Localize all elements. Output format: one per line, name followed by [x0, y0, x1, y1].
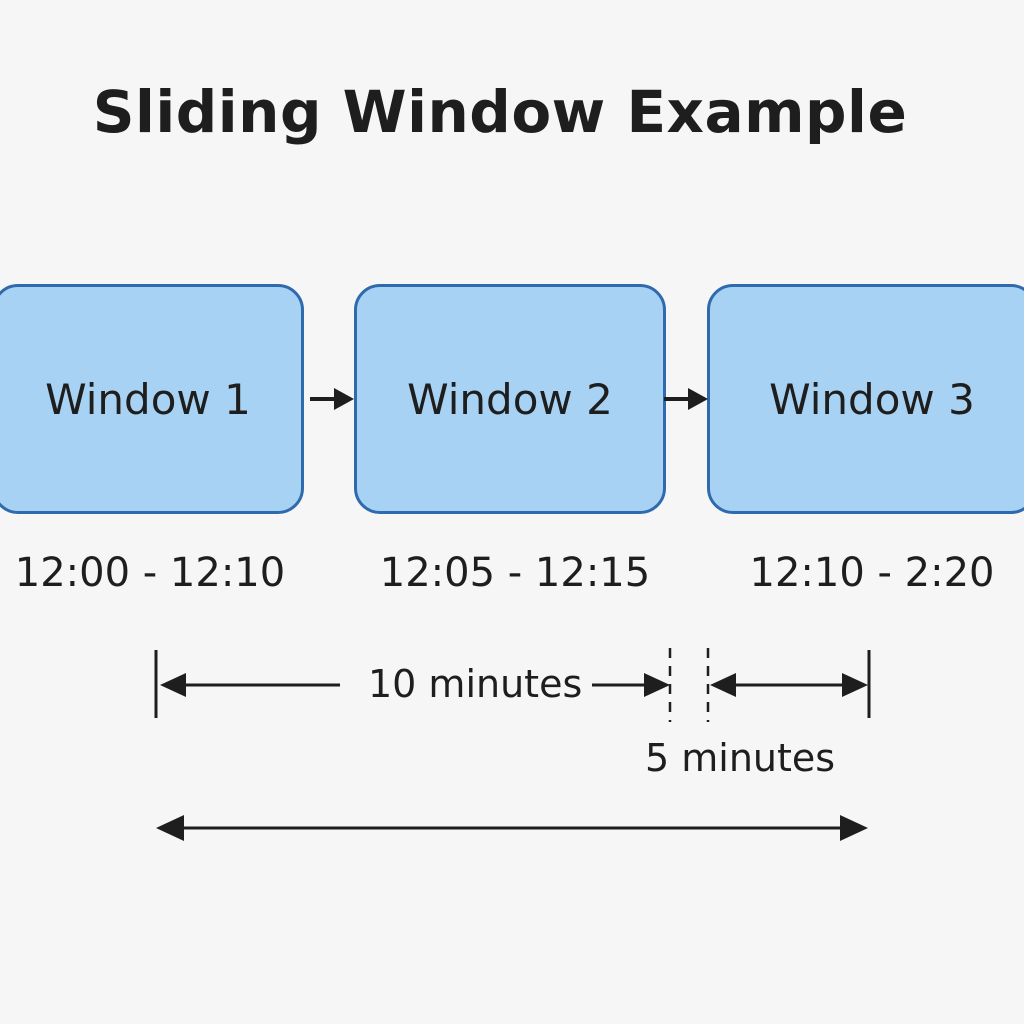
window-size-label: 10 minutes — [360, 662, 591, 706]
arrow-window2-to-window3 — [664, 388, 708, 410]
diagram-title: Sliding Window Example — [92, 78, 908, 146]
window-label-3: Window 3 — [769, 374, 975, 424]
time-range-3: 12:10 - 2:20 — [749, 550, 995, 596]
window-label-1: Window 1 — [45, 374, 251, 424]
time-range-1: 12:00 - 12:10 — [14, 550, 286, 596]
total-span-arrow — [156, 815, 868, 841]
arrow-window1-to-window2 — [310, 388, 354, 410]
window-size-dimension — [154, 650, 670, 718]
window-box-1: Window 1 — [0, 284, 304, 514]
window-label-2: Window 2 — [407, 374, 613, 424]
time-range-2: 12:05 - 12:15 — [379, 550, 651, 596]
slide-dimension — [710, 650, 871, 718]
slide-label: 5 minutes — [645, 736, 836, 780]
window-box-3: Window 3 — [707, 284, 1024, 514]
